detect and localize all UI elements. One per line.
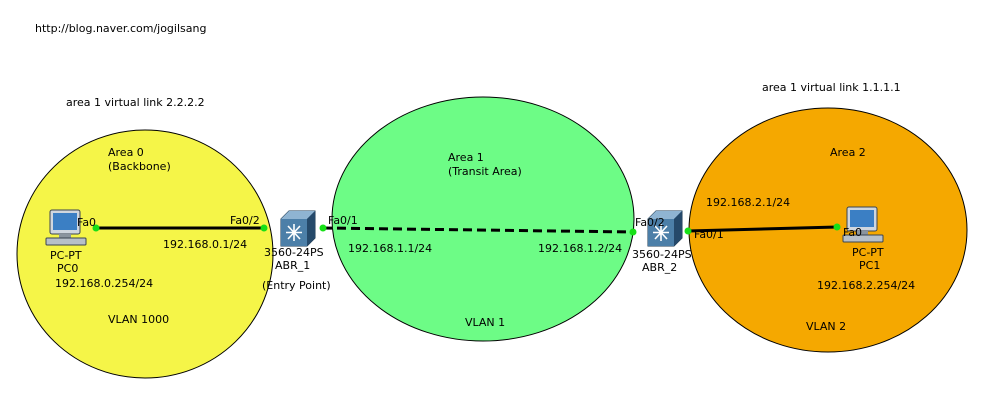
area1-vlan-label: VLAN 1 [465, 316, 505, 329]
area2-vlan-label: VLAN 2 [806, 320, 846, 333]
area0-subtitle: (Backbone) [108, 160, 171, 173]
port-dot-abr1-fa0-2 [260, 224, 268, 232]
area0-region [16, 129, 274, 379]
port-dot-abr2-fa0-2 [629, 228, 637, 236]
pc1-ip-label: 192.168.2.254/24 [817, 279, 915, 292]
pc0-port-label: Fa0 [77, 216, 96, 229]
area0-virtual-link-label: area 1 virtual link 2.2.2.2 [66, 96, 205, 109]
area2-virtual-link-label: area 1 virtual link 1.1.1.1 [762, 81, 901, 94]
area0-title: Area 0 [108, 146, 144, 159]
pc-icon[interactable] [45, 209, 87, 246]
abr2-ip-right-label: 192.168.2.1/24 [706, 196, 790, 209]
port-dot-pc0-fa0 [92, 224, 100, 232]
pc1-model-label: PC-PT [852, 246, 884, 259]
area2-title: Area 2 [830, 146, 866, 159]
abr2-name-label: ABR_2 [642, 261, 677, 274]
port-dot-abr1-fa0-1 [319, 224, 327, 232]
abr2-ip-left-label: 192.168.1.2/24 [538, 242, 622, 255]
pc0-name-label: PC0 [57, 262, 78, 275]
abr2-model-label: 3560-24PS [632, 248, 692, 261]
pc-icon[interactable] [842, 206, 884, 243]
port-dot-pc1-fa0 [833, 223, 841, 231]
abr1-ip-left-label: 192.168.0.1/24 [163, 238, 247, 251]
pc0-model-label: PC-PT [50, 249, 82, 262]
pc1-port-label: Fa0 [843, 226, 862, 239]
abr1-port-left-label: Fa0/2 [230, 214, 260, 227]
source-url: http://blog.naver.com/jogilsang [35, 22, 206, 35]
abr1-name-label: ABR_1 [275, 259, 310, 272]
abr1-port-right-label: Fa0/1 [328, 214, 358, 227]
area1-subtitle: (Transit Area) [448, 165, 522, 178]
area1-region [331, 96, 635, 342]
link-abr2-pc1 [687, 225, 838, 233]
multilayer-switch-icon[interactable] [280, 210, 316, 247]
pc0-ip-label: 192.168.0.254/24 [55, 277, 153, 290]
link-abr1-abr2 [322, 226, 634, 234]
abr1-ip-right-label: 192.168.1.1/24 [348, 242, 432, 255]
port-dot-abr2-fa0-1 [684, 227, 692, 235]
abr1-note-label: (Entry Point) [262, 279, 331, 292]
pc1-name-label: PC1 [859, 259, 880, 272]
abr1-model-label: 3560-24PS [264, 246, 324, 259]
abr2-port-left-label: Fa0/2 [635, 216, 665, 229]
area0-vlan-label: VLAN 1000 [108, 313, 169, 326]
abr2-port-right-label: Fa0/1 [694, 228, 724, 241]
multilayer-switch-icon[interactable] [647, 210, 683, 247]
area1-title: Area 1 [448, 151, 484, 164]
